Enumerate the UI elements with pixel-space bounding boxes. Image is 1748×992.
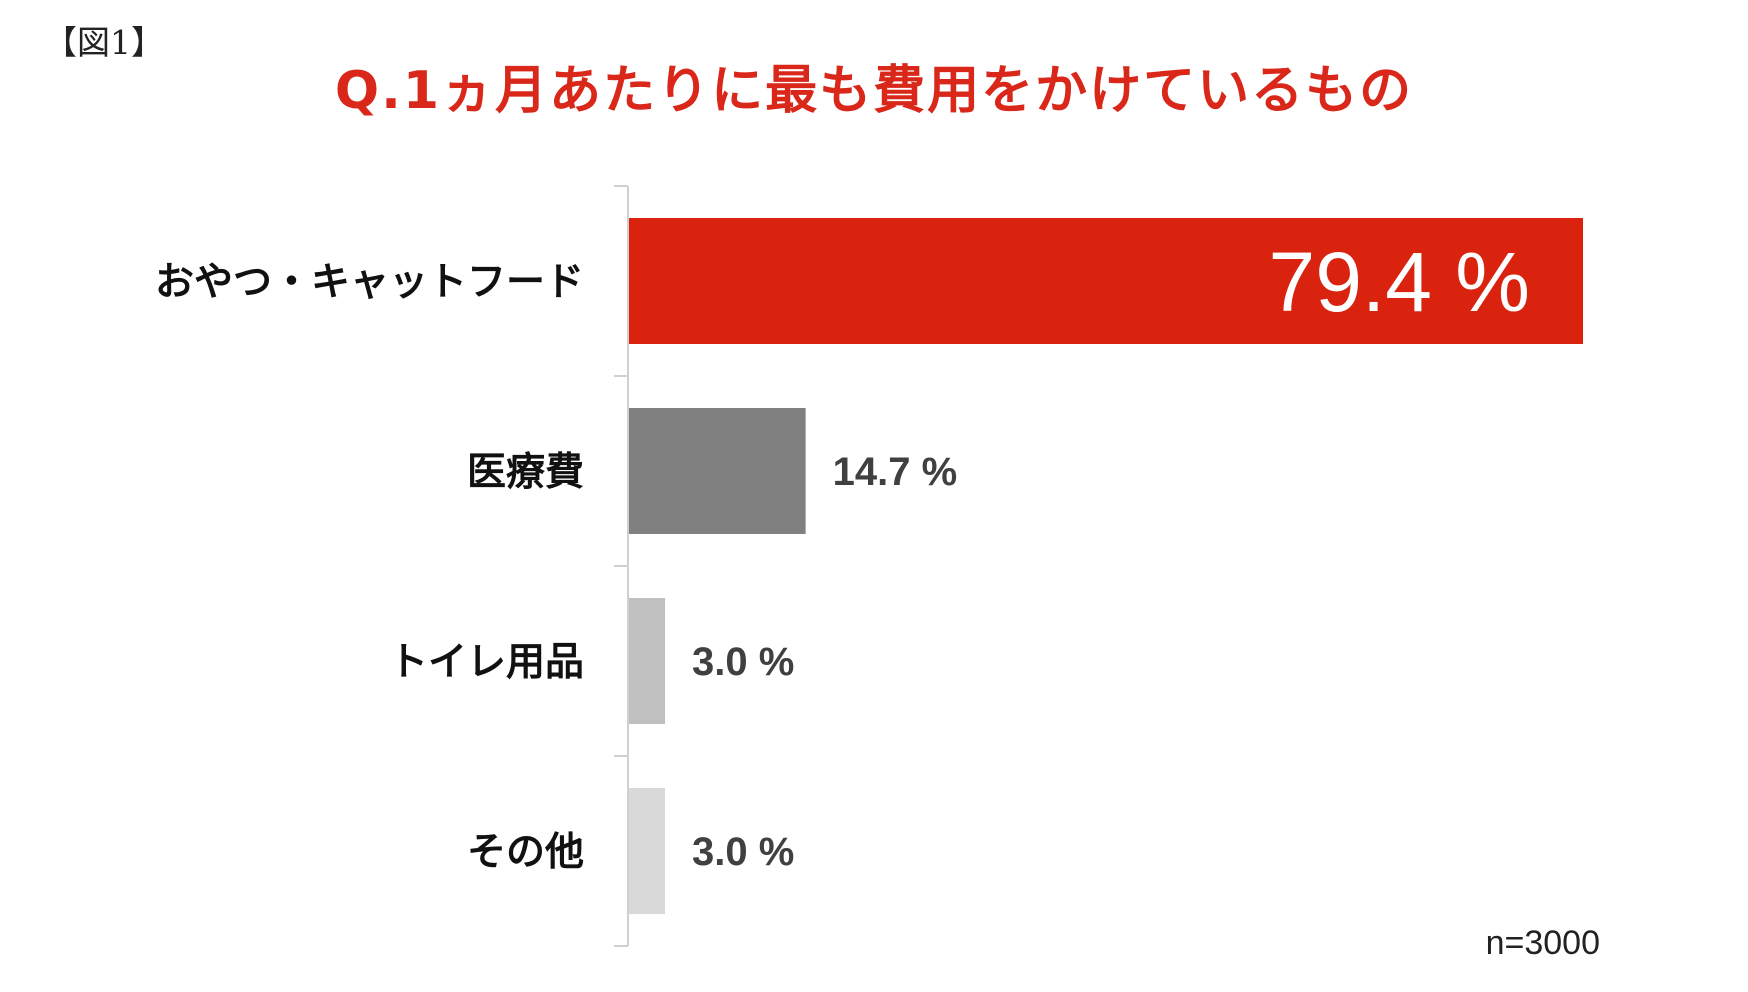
chart-axis — [614, 185, 629, 947]
bar — [629, 218, 1583, 344]
category-label: トイレ用品 — [389, 640, 584, 685]
category-label: おやつ・キャットフード — [155, 260, 584, 305]
chart-title: Q.1ヵ月あたりに最も費用をかけているもの — [334, 61, 1414, 121]
data-label: 3.0 % — [692, 640, 794, 684]
bar — [629, 788, 666, 914]
chart-bars — [629, 218, 1583, 914]
bar — [629, 408, 806, 534]
bar — [629, 598, 666, 724]
data-label: 3.0 % — [692, 830, 794, 874]
category-label: 医療費 — [467, 450, 584, 495]
data-label: 14.7 % — [833, 450, 958, 494]
category-label: その他 — [467, 830, 584, 875]
sample-size-note: n=3000 — [1485, 924, 1600, 962]
chart-labels: おやつ・キャットフード 79.4 % 医療費 14.7 % トイレ用品 3.0 % その他 3… — [155, 235, 1530, 875]
data-label: 79.4 % — [1268, 235, 1530, 329]
figure-label: 【図1】 — [44, 23, 164, 62]
